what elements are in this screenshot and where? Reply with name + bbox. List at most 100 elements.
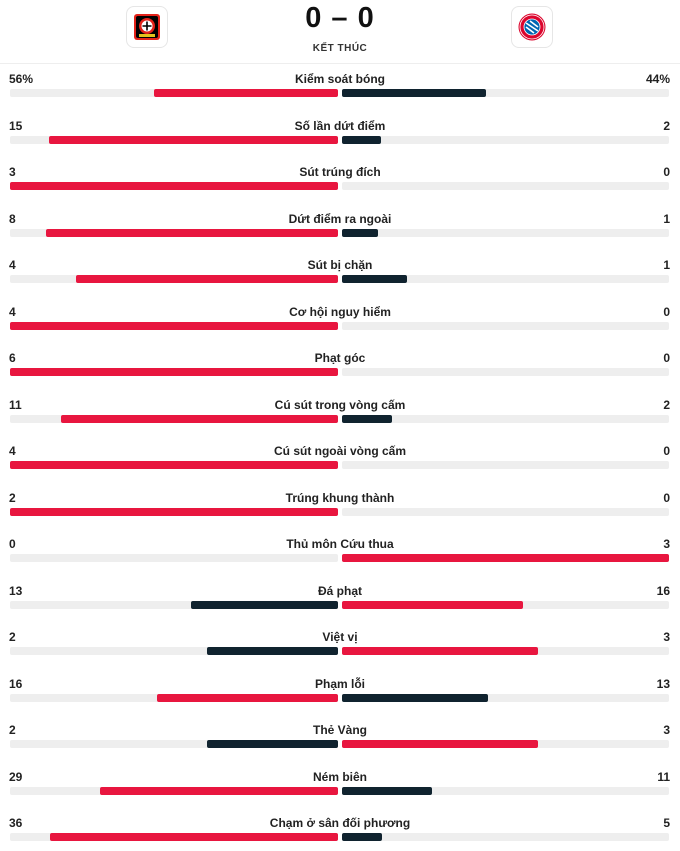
stat-label: Đá phạt: [317, 583, 362, 598]
away-stat-track: [342, 368, 669, 376]
stat-label: Sút bị chặn: [307, 258, 373, 272]
home-stat-bar: [10, 321, 338, 330]
away-stat-bar: [342, 228, 379, 237]
home-stat-value: 4: [9, 258, 16, 272]
home-stat-track: [10, 600, 338, 609]
stat-label: Số lần dứt điểm: [294, 118, 386, 133]
stat-row: 4 Cơ hội nguy hiểm 0: [0, 300, 680, 340]
match-header: 0 – 0 KẾT THÚC: [0, 0, 680, 64]
home-stat-track: [10, 321, 338, 330]
home-stat-bar: [10, 182, 338, 190]
away-stat-value: 0: [663, 351, 670, 365]
away-stat-bar: [342, 600, 523, 609]
stat-label: Cú sút ngoài vòng cấm: [273, 444, 406, 458]
home-stat-track: [10, 554, 338, 562]
away-team-logo[interactable]: [511, 6, 553, 48]
bayer-leverkusen-crest-icon: [134, 14, 160, 40]
stat-label: Kiểm soát bóng: [294, 72, 385, 86]
home-stat-track: [10, 228, 338, 237]
home-stat-track: [10, 368, 338, 376]
home-stat-track: [10, 89, 338, 97]
away-stat-bar: [342, 554, 669, 562]
away-stat-track: [342, 647, 669, 655]
home-stat-value: 2: [9, 630, 16, 644]
stat-row: 3 Sút trúng đích 0: [0, 160, 680, 200]
away-stat-bar: [342, 89, 486, 97]
away-stat-track: [342, 833, 669, 841]
away-stat-value: 11: [657, 769, 670, 784]
away-stat-track: [342, 693, 669, 702]
away-stat-track: [342, 275, 669, 283]
home-stat-track: [10, 740, 338, 748]
away-stat-value: 44%: [645, 72, 670, 86]
away-stat-bar: [342, 740, 539, 748]
away-stat-value: 0: [663, 444, 670, 458]
stat-row: 13 Đá phạt 16: [0, 579, 680, 619]
home-stat-value: 8: [9, 211, 16, 226]
away-stat-track: [342, 600, 669, 609]
stat-label: Thủ môn Cứu thua: [286, 537, 394, 551]
home-stat-bar: [206, 740, 338, 748]
stat-label: Cú sút trong vòng cấm: [274, 397, 406, 412]
home-stat-bar: [50, 833, 338, 841]
match-status: KẾT THÚC: [312, 43, 368, 54]
away-stat-value: 3: [663, 630, 670, 644]
home-stat-bar: [191, 600, 338, 609]
stat-row: 16 Phạm lỗi 13: [0, 672, 680, 712]
stat-label: Phạm lỗi: [314, 676, 365, 691]
away-stat-track: [342, 507, 669, 516]
home-stat-bar: [46, 228, 338, 237]
home-stat-track: [10, 647, 338, 655]
away-stat-value: 3: [663, 723, 670, 737]
stat-row: 2 Việt vị 3: [0, 625, 680, 665]
home-stat-track: [10, 833, 338, 841]
away-stat-value: 0: [663, 304, 670, 319]
home-stat-value: 15: [9, 118, 23, 133]
stat-row: 2 Thẻ Vàng 3: [0, 718, 680, 758]
away-stat-track: [342, 135, 669, 144]
home-stat-track: [10, 275, 338, 283]
stat-label: Cơ hội nguy hiểm: [289, 304, 391, 319]
home-stat-value: 36: [9, 816, 23, 830]
home-stat-track: [10, 182, 338, 190]
home-stat-track: [10, 693, 338, 702]
home-stat-bar: [10, 507, 338, 516]
home-stat-value: 4: [9, 444, 16, 458]
match-score: 0 – 0: [305, 2, 375, 34]
away-stat-value: 1: [663, 211, 670, 226]
home-stat-value: 6: [9, 351, 16, 365]
home-team-logo[interactable]: [126, 6, 168, 48]
away-stat-bar: [342, 275, 408, 283]
away-stat-track: [342, 414, 669, 423]
stat-row: 29 Ném biên 11: [0, 765, 680, 805]
home-stat-bar: [100, 786, 338, 795]
stat-label: Ném biên: [312, 769, 367, 784]
home-stat-track: [10, 461, 338, 469]
stat-row: 8 Dứt điểm ra ngoài 1: [0, 207, 680, 247]
home-stat-bar: [156, 693, 338, 702]
stat-label: Dứt điểm ra ngoài: [288, 211, 392, 226]
home-stat-track: [10, 414, 338, 423]
away-stat-bar: [342, 647, 539, 655]
stat-row: 4 Sút bị chặn 1: [0, 253, 680, 293]
home-stat-value: 16: [9, 676, 23, 691]
home-stat-value: 2: [9, 723, 16, 737]
home-stat-value: 0: [9, 537, 16, 551]
stat-label: Trúng khung thành: [285, 490, 395, 505]
home-stat-bar: [154, 89, 338, 97]
away-stat-track: [342, 228, 669, 237]
away-stat-track: [342, 461, 669, 469]
away-stat-bar: [342, 786, 432, 795]
away-stat-track: [342, 740, 669, 748]
away-stat-track: [342, 89, 669, 97]
home-stat-bar: [48, 135, 338, 144]
home-stat-value: 29: [9, 769, 23, 784]
away-stat-bar: [342, 693, 489, 702]
stat-row: 11 Cú sút trong vòng cấm 2: [0, 393, 680, 433]
away-stat-value: 0: [663, 490, 670, 505]
away-stat-value: 13: [656, 676, 670, 691]
home-stat-value: 13: [9, 583, 23, 598]
stat-row: 2 Trúng khung thành 0: [0, 486, 680, 526]
away-stat-value: 1: [663, 258, 670, 272]
stat-label: Việt vị: [322, 630, 358, 644]
